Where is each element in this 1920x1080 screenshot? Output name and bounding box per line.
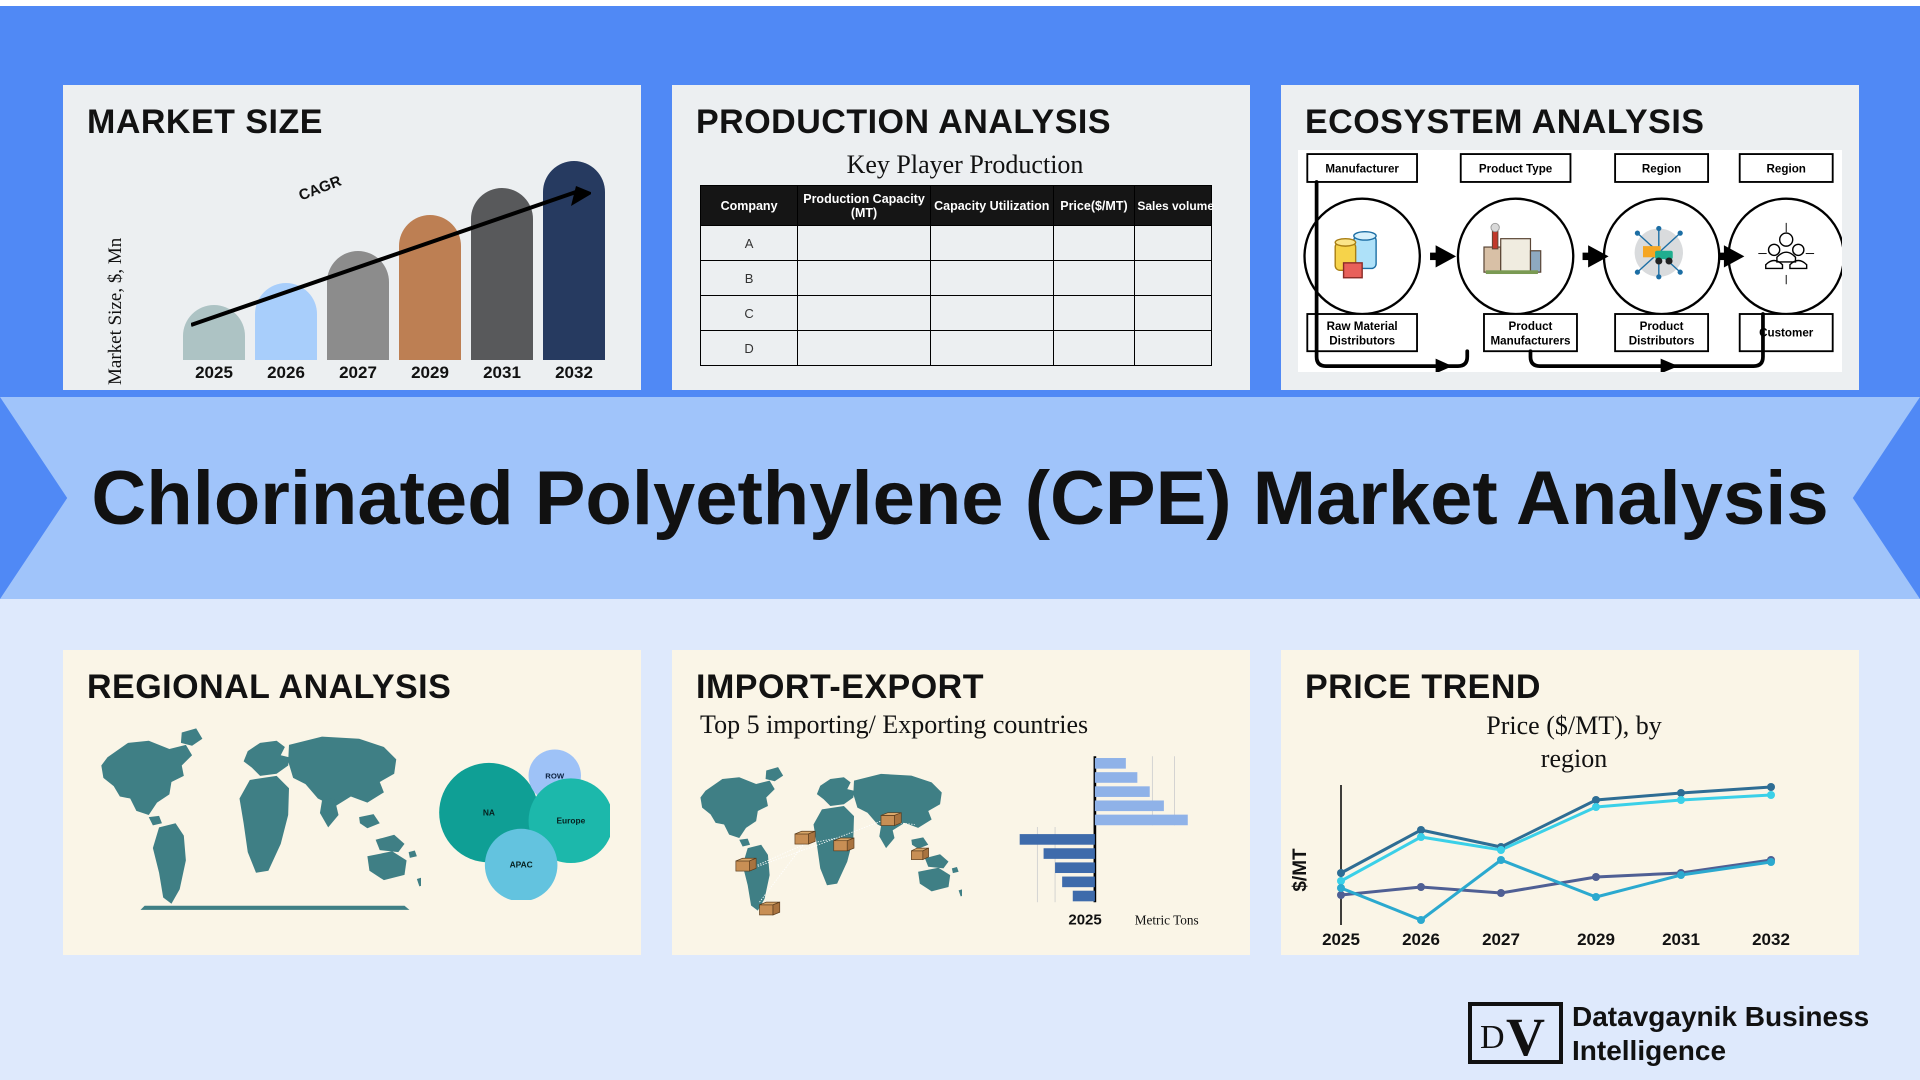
svg-text:ROW: ROW xyxy=(545,771,565,780)
svg-text:$/MT: $/MT xyxy=(1290,848,1311,892)
svg-text:NA: NA xyxy=(483,807,495,817)
svg-text:Europe: Europe xyxy=(556,815,585,825)
svg-text:2026: 2026 xyxy=(1402,930,1440,949)
svg-text:2029: 2029 xyxy=(1577,930,1615,949)
svg-text:2031: 2031 xyxy=(1662,930,1700,949)
svg-text:Metric Tons: Metric Tons xyxy=(1135,912,1199,927)
svg-text:2032: 2032 xyxy=(1752,930,1790,949)
svg-text:APAC: APAC xyxy=(510,860,533,870)
svg-text:2025: 2025 xyxy=(1322,930,1360,949)
svg-text:2027: 2027 xyxy=(1482,930,1520,949)
svg-text:2025: 2025 xyxy=(1068,911,1101,928)
